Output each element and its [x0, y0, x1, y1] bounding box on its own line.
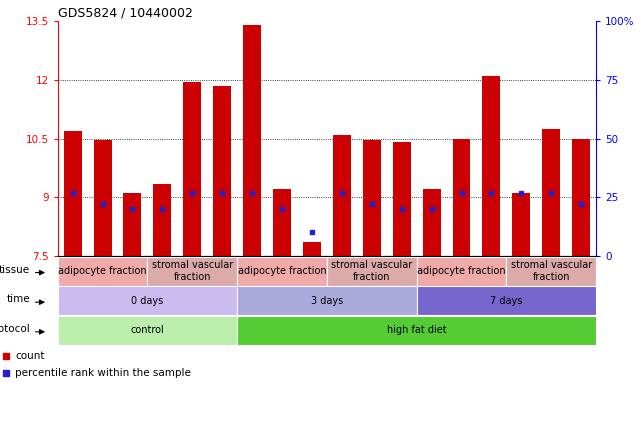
Bar: [327, 257, 417, 286]
Bar: [153, 184, 171, 256]
Text: adipocyte fraction: adipocyte fraction: [58, 266, 147, 276]
Bar: [183, 82, 201, 256]
Bar: [124, 193, 142, 256]
Bar: [542, 129, 560, 256]
Bar: [237, 316, 596, 345]
Text: GDS5824 / 10440002: GDS5824 / 10440002: [58, 7, 192, 20]
Bar: [483, 76, 501, 256]
Bar: [303, 242, 321, 256]
Bar: [58, 286, 237, 315]
Bar: [393, 143, 411, 256]
Bar: [453, 139, 470, 256]
Bar: [506, 257, 596, 286]
Text: stromal vascular
fraction: stromal vascular fraction: [331, 260, 412, 282]
Bar: [237, 257, 327, 286]
Text: high fat diet: high fat diet: [387, 325, 447, 335]
Bar: [243, 25, 261, 256]
Bar: [572, 139, 590, 256]
Bar: [58, 316, 237, 345]
Text: stromal vascular
fraction: stromal vascular fraction: [511, 260, 592, 282]
Text: tissue: tissue: [0, 265, 30, 275]
Text: protocol: protocol: [0, 324, 30, 334]
Bar: [417, 257, 506, 286]
Text: 3 days: 3 days: [311, 296, 343, 306]
Bar: [417, 286, 596, 315]
Text: count: count: [15, 352, 45, 361]
Bar: [213, 86, 231, 256]
Text: adipocyte fraction: adipocyte fraction: [238, 266, 326, 276]
Bar: [147, 257, 237, 286]
Bar: [333, 135, 351, 256]
Text: control: control: [131, 325, 164, 335]
Text: adipocyte fraction: adipocyte fraction: [417, 266, 506, 276]
Bar: [237, 286, 417, 315]
Bar: [363, 140, 381, 256]
Text: stromal vascular
fraction: stromal vascular fraction: [152, 260, 233, 282]
Text: time: time: [6, 294, 30, 304]
Bar: [94, 140, 112, 256]
Bar: [512, 193, 530, 256]
Text: 0 days: 0 days: [131, 296, 163, 306]
Text: percentile rank within the sample: percentile rank within the sample: [15, 368, 191, 378]
Bar: [422, 190, 440, 256]
Text: 7 days: 7 days: [490, 296, 522, 306]
Bar: [273, 190, 291, 256]
Bar: [58, 257, 147, 286]
Bar: [63, 131, 81, 256]
